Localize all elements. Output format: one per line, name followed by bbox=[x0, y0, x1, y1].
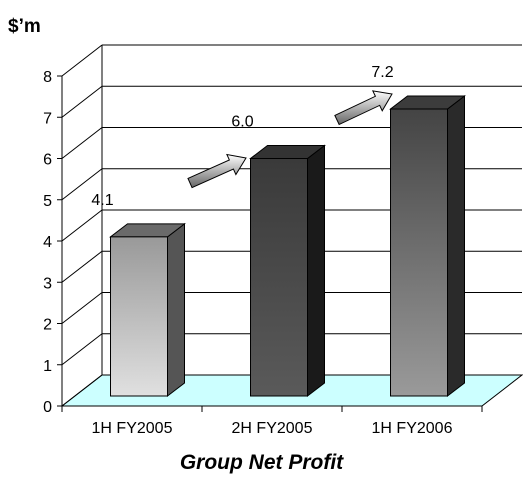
side-wall-gridline bbox=[61, 85, 103, 118]
growth-arrow-icon bbox=[187, 153, 247, 189]
side-wall-gridline bbox=[61, 127, 103, 159]
data-label: 7.2 bbox=[371, 64, 393, 81]
y-unit-label: $’m bbox=[8, 16, 41, 37]
bar-side bbox=[167, 222, 185, 398]
bar bbox=[110, 236, 168, 397]
side-wall-gridline bbox=[61, 250, 103, 283]
y-tick-label: 0 bbox=[43, 399, 52, 416]
x-tick-label: 1H FY2006 bbox=[372, 420, 453, 437]
x-tick-label: 1H FY2005 bbox=[92, 420, 173, 437]
y-tick-label: 1 bbox=[43, 358, 52, 375]
y-tick-label: 7 bbox=[43, 110, 52, 127]
y-tick-label: 2 bbox=[43, 317, 52, 334]
side-wall-gridline bbox=[61, 333, 103, 366]
side-wall-gridline bbox=[61, 209, 103, 242]
chart-title: Group Net Profit bbox=[179, 451, 344, 474]
y-tick-label: 8 bbox=[43, 69, 52, 86]
growth-arrow-icon bbox=[334, 90, 393, 126]
side-wall-gridline bbox=[61, 168, 103, 201]
y-tick-label: 5 bbox=[43, 193, 52, 210]
x-tick-label: 2H FY2005 bbox=[232, 420, 313, 437]
data-label: 4.1 bbox=[91, 192, 113, 209]
bar-side bbox=[447, 94, 465, 398]
y-tick-label: 4 bbox=[43, 234, 52, 251]
data-label: 6.0 bbox=[231, 114, 253, 131]
bar bbox=[390, 108, 448, 397]
side-wall-gridline bbox=[61, 374, 103, 407]
bar-side bbox=[307, 144, 325, 398]
y-tick-label: 3 bbox=[43, 275, 52, 292]
bar bbox=[250, 158, 308, 397]
side-wall-gridline bbox=[61, 292, 103, 324]
side-wall-gridline bbox=[61, 44, 103, 77]
y-tick-label: 6 bbox=[43, 152, 52, 169]
